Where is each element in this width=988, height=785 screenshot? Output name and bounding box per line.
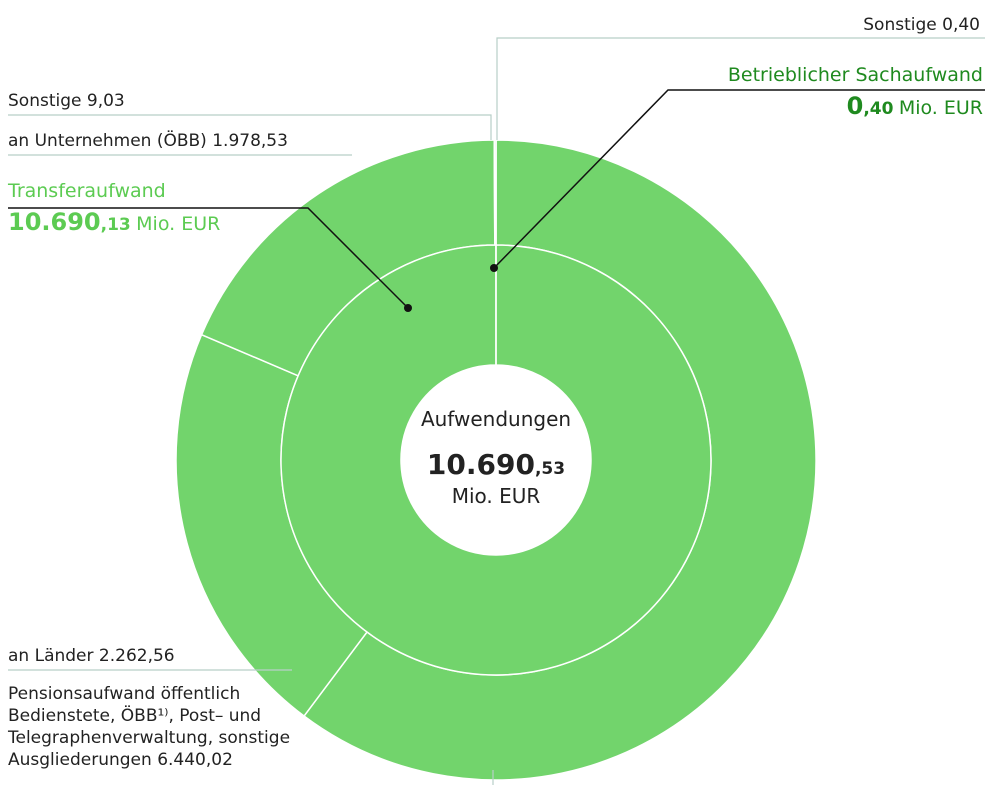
unit: Mio. EUR (898, 97, 983, 119)
outer-label: an Unternehmen (ÖBB) 1.978,53 (8, 130, 288, 152)
outer-name: Pensionsaufwand öffentlich Bedienstete, … (8, 684, 291, 770)
leader-dot (404, 304, 412, 312)
outer-name: an Länder (8, 646, 94, 666)
center-unit: Mio. EUR (451, 484, 541, 508)
leader-line (493, 89, 985, 269)
value-part: ,53 (534, 459, 566, 479)
outer-label: an Länder 2.262,56 (8, 645, 175, 667)
inner-value: 10.690,13 (8, 208, 131, 236)
outer-label: Pensionsaufwand öffentlich Bedienstete, … (8, 683, 308, 771)
leader-line (8, 114, 492, 140)
value-part: 0 (846, 92, 864, 120)
leader-line (496, 37, 985, 140)
outer-value: 9,03 (86, 91, 125, 111)
outer-value: 1.978,53 (212, 131, 288, 151)
value-part: ,13 (100, 215, 131, 235)
outer-name: Sonstige (863, 15, 937, 35)
center-label: Aufwendungen (420, 407, 572, 431)
value-part: ,40 (863, 99, 894, 119)
unit: Mio. EUR (136, 213, 221, 235)
outer-value: 6.440,02 (157, 750, 233, 770)
value-part: 10.690 (8, 208, 101, 236)
inner-name: Betrieblicher Sachaufwand (727, 64, 983, 86)
outer-value: 2.262,56 (98, 646, 175, 666)
outer-value: 0,40 (942, 15, 980, 35)
center-hole (401, 365, 591, 555)
outer-name: Sonstige (8, 91, 82, 111)
leader-line (8, 207, 409, 309)
value-part: 10.690 (426, 448, 535, 481)
outer-name: an Unternehmen (ÖBB) (8, 131, 207, 151)
center-total: 10.690,53 (396, 450, 596, 484)
inner-name: Transferaufwand (8, 180, 166, 202)
inner-label: Transferaufwand 10.690,13 Mio. EUR (8, 176, 220, 240)
inner-value: 0,40 (847, 92, 894, 120)
total-value: 10.690,53 (426, 448, 566, 481)
outer-label: Sonstige 9,03 (8, 90, 125, 112)
leader-dot (490, 264, 498, 272)
inner-label: Betrieblicher Sachaufwand 0,40 Mio. EUR (728, 60, 983, 124)
outer-label: Sonstige 0,40 (863, 14, 980, 36)
